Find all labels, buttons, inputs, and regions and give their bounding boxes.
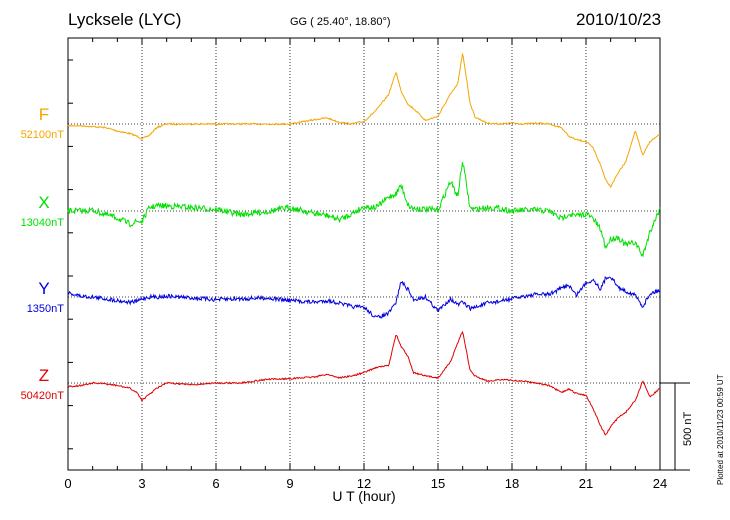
x-tick-label: 12 [357,476,371,491]
record-date: 2010/10/23 [576,10,662,29]
series-baseline-x: 13040nT [21,217,65,229]
series-name-z: Z [39,366,49,385]
x-tick-label: 9 [286,476,293,491]
x-axis-title: U T (hour) [332,488,395,504]
x-axis: 0 3 6 9 12 15 18 21 24 [64,38,667,491]
series-name-y: Y [38,279,49,298]
series-baseline-y: 1350nT [27,303,65,315]
x-tick-label: 3 [138,476,145,491]
x-tick-label: 0 [64,476,71,491]
scale-bar: 500 nT [660,382,694,471]
series-layer [67,52,661,436]
x-tick-label: 15 [431,476,445,491]
x-tick-label: 18 [505,476,519,491]
series-line-f [67,52,661,188]
series-baseline-z: 50420nT [21,390,65,402]
scale-bar-label: 500 nT [682,411,694,446]
series-line-z [67,330,661,436]
series-line-x [67,162,661,258]
series-name-f: F [39,105,49,124]
series-name-x: X [38,193,49,212]
grid-layer [68,38,660,470]
series-baseline-f: 52100nT [21,129,65,141]
plotted-timestamp: Plotted at 2010/11/23 00:59 UT [716,374,725,485]
series-line-y [67,276,661,319]
x-tick-label: 21 [579,476,593,491]
x-tick-label: 6 [212,476,219,491]
station-title: Lycksele (LYC) [68,10,182,29]
station-coordinates: GG ( 25.40°, 18.80°) [290,16,391,28]
series-labels: F 52100nT X 13040nT Y 1350nT Z 50420nT [21,105,65,402]
x-tick-label: 24 [653,476,667,491]
